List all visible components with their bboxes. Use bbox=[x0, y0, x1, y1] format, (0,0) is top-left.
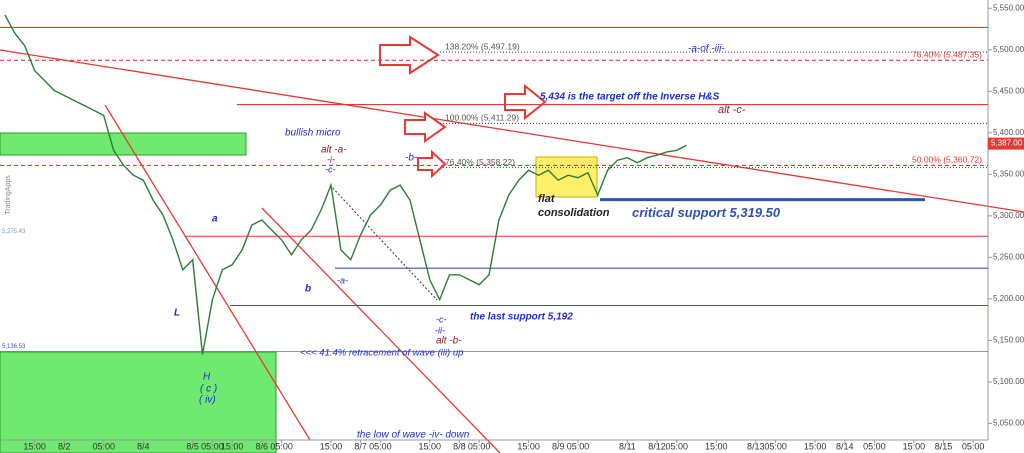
x-tick-label: 8/4 bbox=[137, 441, 150, 451]
x-tick-label: 8/12 bbox=[648, 441, 666, 451]
x-tick-label: 05:00 bbox=[567, 441, 590, 451]
annotation: b bbox=[305, 284, 311, 295]
price-line bbox=[4, 14, 688, 355]
x-tick-label: 15:00 bbox=[23, 441, 46, 451]
x-tick-label: 15:00 bbox=[804, 441, 827, 451]
annotation: -c- bbox=[436, 314, 447, 324]
consolidation-box bbox=[535, 156, 598, 198]
arrow bbox=[379, 35, 440, 75]
level-label: 100.00% (5,411.29) bbox=[445, 113, 519, 123]
x-tick-label: 05:00 bbox=[863, 441, 886, 451]
x-tick-label: 8/11 bbox=[619, 441, 636, 451]
annotation: bullish micro bbox=[285, 128, 341, 139]
x-tick-label: 05:00 bbox=[666, 441, 689, 451]
annotation: <<< 41.4% retracement of wave (iii) up bbox=[300, 348, 463, 359]
x-tick-label: 8/7 bbox=[354, 441, 367, 451]
y-tick-label: 5,050.00 bbox=[993, 419, 1024, 428]
x-tick-label: 8/5 bbox=[186, 441, 199, 451]
green-zone bbox=[0, 132, 247, 156]
x-tick-label: 15:00 bbox=[903, 441, 926, 451]
annotation: a bbox=[212, 214, 218, 225]
annotation: consolidation bbox=[538, 207, 610, 219]
price-tag-label: 5,387.00 bbox=[991, 139, 1023, 148]
arrow bbox=[404, 111, 447, 143]
price-tag bbox=[988, 137, 1024, 150]
x-tick-label: 8/14 bbox=[836, 441, 854, 451]
annotation: H bbox=[203, 372, 211, 383]
annotation: -c- bbox=[325, 164, 336, 174]
y-tick-label: 5,300.00 bbox=[993, 211, 1024, 220]
annotation: alt -a- bbox=[321, 145, 347, 156]
x-tick-label: 05:00 bbox=[468, 441, 491, 451]
watermark: TradingApps bbox=[5, 175, 12, 215]
x-tick-label: 05:00 bbox=[369, 441, 392, 451]
level-label: 76.40% (5,487.35) bbox=[912, 50, 982, 60]
annotation: flat bbox=[538, 193, 556, 205]
x-tick-label: 8/2 bbox=[58, 441, 71, 451]
x-tick-label: 8/15 bbox=[935, 441, 953, 451]
x-tick-label: 8/8 bbox=[453, 441, 466, 451]
annotation: -a-of -iii- bbox=[688, 44, 725, 55]
annotation: ( c ) bbox=[200, 384, 217, 395]
arrow bbox=[504, 83, 547, 121]
annotation: ( iv) bbox=[199, 395, 216, 406]
y-tick-label: 5,500.00 bbox=[993, 45, 1024, 54]
annotation: the low of wave -iv- down bbox=[357, 430, 470, 441]
x-tick-label: 05:00 bbox=[270, 441, 293, 451]
x-tick-label: 05:00 bbox=[201, 441, 224, 451]
annotation: 5,434 is the target off the Inverse H&S bbox=[540, 92, 720, 103]
support-label: critical support 5,319.50 bbox=[632, 205, 781, 220]
annotation: -i- bbox=[327, 154, 335, 164]
y-tick-label: 5,150.00 bbox=[993, 335, 1024, 344]
y-tick-label: 5,350.00 bbox=[993, 169, 1024, 178]
green-zone bbox=[0, 351, 277, 453]
arrows bbox=[379, 35, 547, 179]
y-tick-label: 5,250.00 bbox=[993, 252, 1024, 261]
annotation: the last support 5,192 bbox=[470, 312, 573, 323]
y-tick-label: 5,550.00 bbox=[993, 3, 1024, 12]
arrow bbox=[417, 149, 447, 179]
annotation: -ii- bbox=[435, 325, 445, 335]
x-tick-label: 15:00 bbox=[221, 441, 244, 451]
trend-line bbox=[0, 49, 1024, 213]
x-tick-label: 15:00 bbox=[419, 441, 442, 451]
level-label: 138.20% (5,497.19) bbox=[445, 41, 520, 51]
y-tick-label: 5,450.00 bbox=[993, 86, 1024, 95]
x-tick-label: 15:00 bbox=[517, 441, 540, 451]
x-tick-label: 15:00 bbox=[705, 441, 728, 451]
y-tick-label: 5,200.00 bbox=[993, 294, 1024, 303]
annotation: -b- bbox=[405, 153, 418, 164]
y-tick-label: 5,100.00 bbox=[993, 377, 1024, 386]
annotation: alt -b- bbox=[436, 336, 462, 347]
level-label: 5,275.43 bbox=[2, 229, 26, 235]
annotation: alt -c- bbox=[718, 104, 746, 116]
x-tick-label: 15:00 bbox=[320, 441, 343, 451]
x-tick-label: 8/9 bbox=[552, 441, 565, 451]
level-label: 76.40% (5,358.22) bbox=[445, 157, 515, 167]
x-tick-label: 05:00 bbox=[92, 441, 115, 451]
level-label: 5,136.53 bbox=[2, 344, 26, 350]
x-tick-label: 05:00 bbox=[962, 441, 985, 451]
annotation: L bbox=[174, 308, 180, 319]
x-tick-label: 8/13 bbox=[747, 441, 765, 451]
level-label: 50.00% (5,360.72) bbox=[912, 155, 982, 165]
trend-line bbox=[104, 104, 311, 441]
y-tick-label: 5,400.00 bbox=[993, 128, 1024, 137]
x-tick-label: 05:00 bbox=[764, 441, 787, 451]
trend-line bbox=[261, 207, 501, 453]
annotation: -a- bbox=[337, 275, 348, 285]
x-tick-label: 8/6 bbox=[256, 441, 269, 451]
